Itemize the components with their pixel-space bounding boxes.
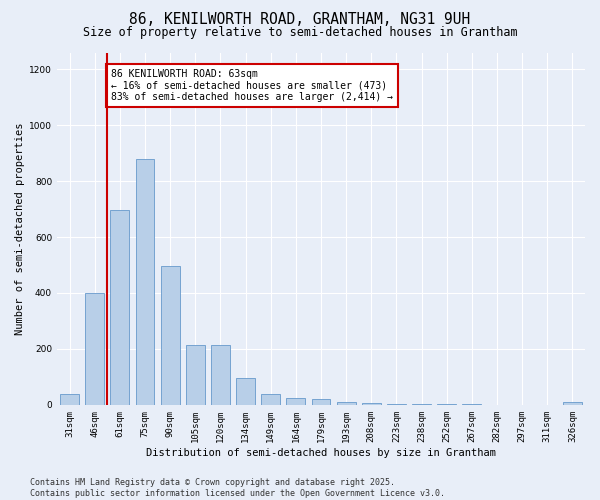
Bar <box>85 293 104 405</box>
Bar <box>437 404 456 405</box>
Text: 86, KENILWORTH ROAD, GRANTHAM, NG31 9UH: 86, KENILWORTH ROAD, GRANTHAM, NG31 9UH <box>130 12 470 28</box>
Bar <box>262 394 280 405</box>
Bar <box>362 402 381 405</box>
Bar <box>463 404 481 405</box>
Text: Contains HM Land Registry data © Crown copyright and database right 2025.
Contai: Contains HM Land Registry data © Crown c… <box>30 478 445 498</box>
Bar <box>211 344 230 405</box>
Y-axis label: Number of semi-detached properties: Number of semi-detached properties <box>15 122 25 335</box>
Bar <box>110 210 130 405</box>
Bar <box>161 266 179 405</box>
X-axis label: Distribution of semi-detached houses by size in Grantham: Distribution of semi-detached houses by … <box>146 448 496 458</box>
Text: Size of property relative to semi-detached houses in Grantham: Size of property relative to semi-detach… <box>83 26 517 39</box>
Bar <box>311 399 331 405</box>
Bar <box>337 402 356 405</box>
Bar <box>563 402 582 405</box>
Bar <box>60 394 79 405</box>
Bar <box>186 344 205 405</box>
Text: 86 KENILWORTH ROAD: 63sqm
← 16% of semi-detached houses are smaller (473)
83% of: 86 KENILWORTH ROAD: 63sqm ← 16% of semi-… <box>111 70 393 102</box>
Bar <box>286 398 305 405</box>
Bar <box>387 404 406 405</box>
Bar <box>236 378 255 405</box>
Bar <box>136 159 154 405</box>
Bar <box>412 404 431 405</box>
